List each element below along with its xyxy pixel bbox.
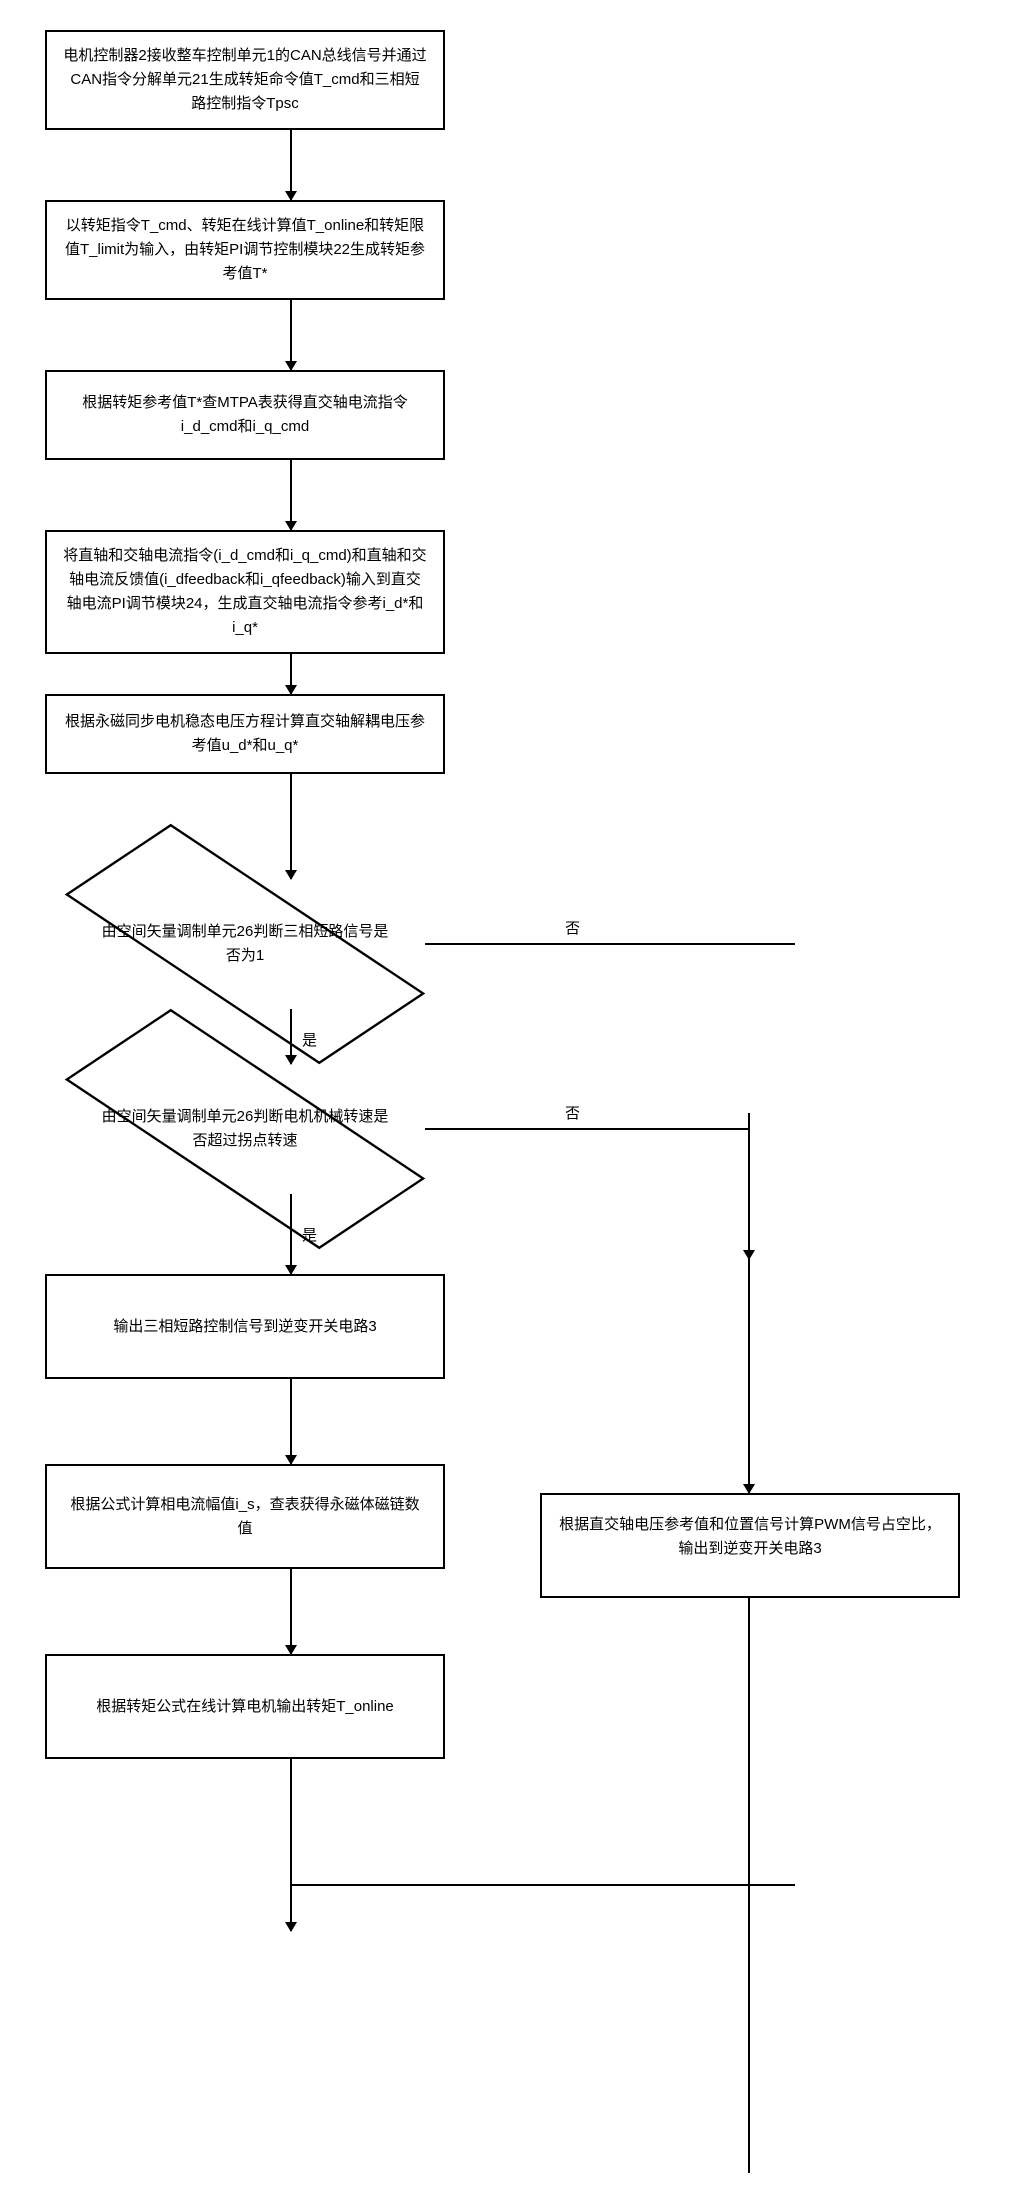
node-text: 根据转矩参考值T*查MTPA表获得直交轴电流指令i_d_cmd和i_q_cmd <box>63 391 427 439</box>
flowchart-container: 电机控制器2接收整车控制单元1的CAN总线信号并通过CAN指令分解单元21生成转… <box>0 30 1031 1931</box>
merge-line <box>290 1884 795 1886</box>
edge-label-no: 否 <box>565 917 580 938</box>
node-text: 根据转矩公式在线计算电机输出转矩T_online <box>96 1695 394 1719</box>
connector <box>290 460 292 530</box>
connector <box>290 300 292 370</box>
process-node: 根据直交轴电压参考值和位置信号计算PWM信号占空比，输出到逆变开关电路3 <box>540 1493 960 1598</box>
node-text: 根据直交轴电压参考值和位置信号计算PWM信号占空比，输出到逆变开关电路3 <box>559 1516 941 1557</box>
process-node: 将直轴和交轴电流指令(i_d_cmd和i_q_cmd)和直轴和交轴电流反馈值(i… <box>45 530 445 654</box>
edge-label-yes: 是 <box>302 1224 317 1245</box>
decision-node: 由空间矢量调制单元26判断三相短路信号是否为1 否 <box>45 879 445 1009</box>
connector-right <box>425 1128 750 1130</box>
process-node: 电机控制器2接收整车控制单元1的CAN总线信号并通过CAN指令分解单元21生成转… <box>45 30 445 130</box>
connector <box>290 1569 292 1654</box>
node-text: 根据永磁同步电机稳态电压方程计算直交轴解耦电压参考值u_d*和u_q* <box>63 710 427 758</box>
connector: 是 <box>290 1009 292 1064</box>
node-text: 以转矩指令T_cmd、转矩在线计算值T_online和转矩限值T_limit为输… <box>63 214 427 286</box>
connector-right-down-final <box>748 1598 750 2173</box>
edge-label-no: 否 <box>565 1102 580 1123</box>
connector: 是 <box>290 1194 292 1274</box>
connector <box>290 1759 292 1884</box>
connector <box>290 654 292 694</box>
connector-d1-down <box>748 1113 750 1493</box>
process-node: 根据转矩公式在线计算电机输出转矩T_online <box>45 1654 445 1759</box>
connector <box>290 130 292 200</box>
connector <box>290 1379 292 1464</box>
connector <box>290 774 292 879</box>
edge-label-yes: 是 <box>302 1029 317 1050</box>
node-text: 由空间矢量调制单元26判断三相短路信号是否为1 <box>100 920 390 968</box>
node-text: 将直轴和交轴电流指令(i_d_cmd和i_q_cmd)和直轴和交轴电流反馈值(i… <box>63 544 427 640</box>
connector-final <box>290 1886 292 1931</box>
node-text: 电机控制器2接收整车控制单元1的CAN总线信号并通过CAN指令分解单元21生成转… <box>63 44 427 116</box>
connector-right <box>425 943 795 945</box>
process-node: 输出三相短路控制信号到逆变开关电路3 <box>45 1274 445 1379</box>
node-text: 由空间矢量调制单元26判断电机机械转速是否超过拐点转速 <box>100 1105 390 1153</box>
node-text: 根据公式计算相电流幅值i_s，查表获得永磁体磁链数值 <box>63 1493 427 1541</box>
node-text: 输出三相短路控制信号到逆变开关电路3 <box>113 1315 376 1339</box>
process-node: 根据永磁同步电机稳态电压方程计算直交轴解耦电压参考值u_d*和u_q* <box>45 694 445 774</box>
decision-node: 由空间矢量调制单元26判断电机机械转速是否超过拐点转速 否 <box>45 1064 445 1194</box>
process-node: 以转矩指令T_cmd、转矩在线计算值T_online和转矩限值T_limit为输… <box>45 200 445 300</box>
process-node: 根据公式计算相电流幅值i_s，查表获得永磁体磁链数值 <box>45 1464 445 1569</box>
process-node: 根据转矩参考值T*查MTPA表获得直交轴电流指令i_d_cmd和i_q_cmd <box>45 370 445 460</box>
